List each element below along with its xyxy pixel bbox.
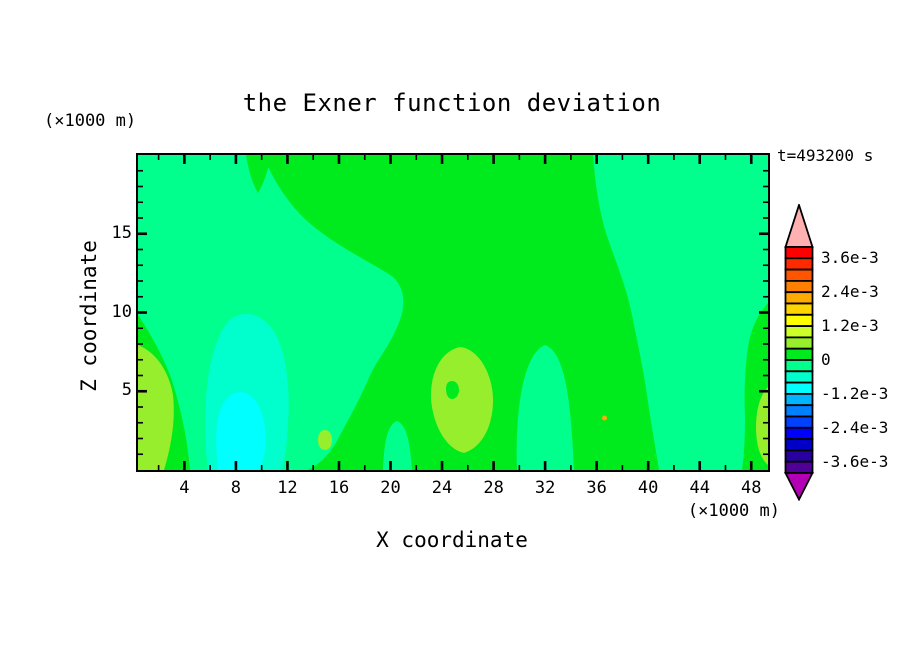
x-axis-unit: (×1000 m) [687, 501, 780, 521]
x-tick-label: 8 [230, 478, 242, 498]
z-tick-label: 10 [111, 301, 132, 322]
x-tick-label: 12 [277, 478, 298, 498]
colorbar-under-arrow [784, 472, 814, 501]
region-neg-1p2-to-neg-0p8-core [216, 392, 266, 470]
z-tick-label: 15 [111, 222, 132, 243]
colorbar-cell [784, 460, 814, 474]
x-tick-label: 20 [380, 478, 401, 498]
colorbar-tick-label: -3.6e-3 [821, 451, 889, 471]
region-neg-0p4-to-0-upper-left-mound [138, 155, 404, 470]
colorbar-tick-label: 0 [821, 350, 831, 369]
colorbar-cell [784, 415, 814, 429]
colorbar-over-arrow [784, 204, 814, 248]
colorbar-cell [784, 268, 814, 282]
colorbar-cell [784, 347, 814, 361]
region-pos-notch-top-edge [246, 155, 271, 193]
colorbar-cell [784, 246, 814, 260]
colorbar-tick-label: 2.4e-3 [821, 282, 879, 302]
x-tick-label: 32 [534, 478, 556, 498]
colorbar-cell [784, 257, 814, 271]
colorbar-tick-label: 3.6e-3 [821, 248, 879, 268]
colorbar-cell [784, 336, 814, 350]
colorbar-cell [784, 291, 814, 305]
timestamp: t=493200 s [777, 146, 874, 165]
colorbar-tick-label: 1.2e-3 [821, 316, 879, 336]
colorbar-cell [784, 370, 814, 384]
x-tick-label: 28 [483, 478, 504, 498]
z-tick-label: 5 [121, 380, 132, 401]
region-pos-0p4-to-0p8-dot-x15 [318, 430, 332, 450]
page-title: the Exner function deviation [242, 89, 662, 117]
colorbar-cell [784, 404, 814, 418]
x-axis-label: X coordinate [376, 528, 528, 552]
x-tick-label: 48 [741, 478, 762, 498]
colorbar-cell [784, 325, 814, 339]
z-axis-unit: (×1000 m) [44, 111, 137, 131]
x-tick-label: 16 [328, 478, 350, 498]
x-tick-label: 4 [179, 478, 190, 498]
colorbar-cell [784, 392, 814, 407]
x-tick-label: 40 [637, 478, 659, 498]
colorbar-tick-label: -2.4e-3 [821, 417, 889, 437]
region-warm-speck-x37 [602, 415, 607, 421]
colorbar-cell [784, 438, 814, 452]
colorbar-cell [784, 313, 814, 328]
colorbar-cell [784, 359, 814, 373]
colorbar-tick-label: -1.2e-3 [821, 383, 889, 403]
x-tick-label: 36 [586, 478, 607, 498]
region-pos-0p4-to-0p8-left-edge [138, 345, 174, 470]
region-neg-0p4-to-0-column-x32 [516, 345, 574, 470]
colorbar-cell [784, 280, 814, 294]
region-pos-0p4-to-0p8-blob-x25 [430, 347, 494, 453]
colorbar-cell [784, 381, 814, 395]
x-tick-label: 44 [689, 478, 710, 498]
colorbar-cell [784, 449, 814, 463]
contour-plot [136, 153, 770, 472]
colorbar-cell [784, 426, 814, 441]
region-neg-0p4-to-0-right-block [593, 155, 768, 470]
colorbar-cell [784, 302, 814, 316]
region-neg-0p4-to-0-column-x20 [383, 421, 412, 470]
x-tick-label: 24 [431, 478, 453, 498]
contour-field [138, 155, 768, 470]
colorbar [784, 204, 814, 501]
